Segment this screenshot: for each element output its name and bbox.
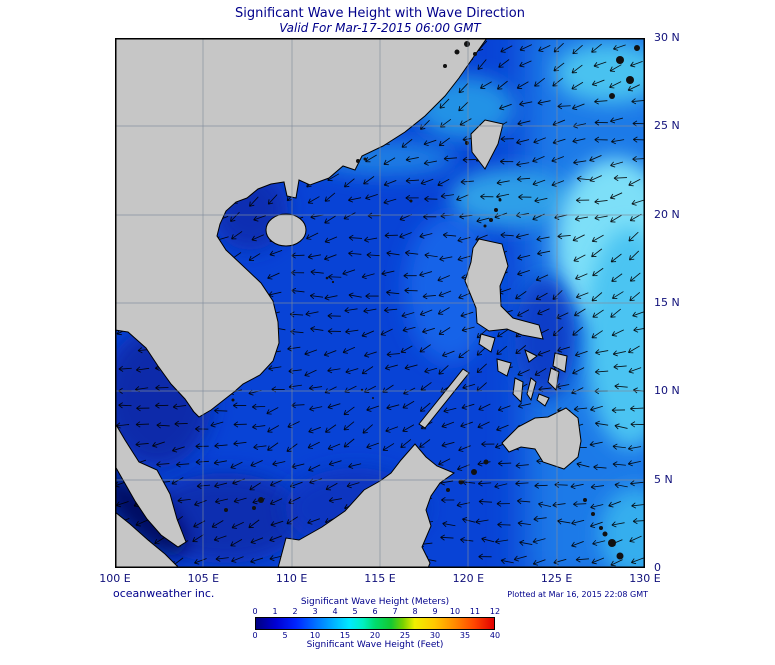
legend-tick-value: 6 (372, 607, 378, 616)
mindanao-island (501, 407, 582, 470)
lat-tick-label: 15 N (654, 295, 680, 309)
chart-title: Significant Wave Height with Wave Direct… (235, 6, 525, 21)
legend-tick-value: 10 (309, 631, 321, 640)
legend-tick-value: 2 (292, 607, 298, 616)
lon-tick-label: 100 E (99, 572, 131, 585)
malay-peninsula (115, 422, 187, 548)
grid-layer (115, 38, 645, 568)
lat-tick-label: 0 (654, 560, 661, 574)
lat-tick-label: 20 N (654, 207, 680, 221)
lon-tick-label: 130 E (629, 572, 661, 585)
legend-tick-value: 11 (469, 607, 481, 616)
lon-tick-label: 110 E (275, 572, 308, 585)
legend-tick-value: 20 (369, 631, 381, 640)
sumatra-island (115, 511, 180, 568)
land-layer (115, 38, 582, 568)
legend-tick-value: 7 (392, 607, 398, 616)
plotted-timestamp: Plotted at Mar 16, 2015 22:08 GMT (507, 590, 648, 599)
wave-map-svg (115, 38, 645, 568)
negros-island (512, 377, 524, 404)
legend-tick-value: 5 (282, 631, 288, 640)
lat-tick-label: 30 N (654, 31, 680, 44)
legend-tick-value: 25 (399, 631, 411, 640)
legend-feet-label: Significant Wave Height (Feet) (306, 640, 444, 650)
wave-height-colorbar (255, 617, 495, 630)
leyte-island (547, 367, 560, 392)
lat-tick-label: 25 N (654, 119, 680, 133)
chart-subtitle: Valid For Mar-17-2015 06:00 GMT (279, 21, 481, 35)
small-islands-layer (224, 41, 640, 560)
palawan-island (418, 368, 470, 429)
panay-island (496, 358, 512, 377)
legend-tick-value: 5 (352, 607, 358, 616)
hainan-island (265, 213, 307, 247)
mindoro-island (478, 333, 496, 353)
legend-tick-value: 0 (252, 607, 258, 616)
map-border (115, 38, 645, 568)
bohol-island (536, 393, 550, 407)
credit-text: oceanweather inc. (113, 587, 215, 600)
lon-tick-label: 105 E (187, 572, 220, 585)
map-frame (115, 38, 645, 568)
legend-tick-value: 10 (449, 607, 461, 616)
samar-island (552, 352, 568, 373)
lon-tick-label: 120 E (452, 572, 485, 585)
legend-tick-value: 4 (332, 607, 338, 616)
legend-tick-value: 3 (312, 607, 318, 616)
luzon-island (464, 238, 544, 340)
legend-feet-ticks: 0 5 10 15 20 25 30 35 40 (252, 631, 500, 640)
legend-tick-value: 8 (412, 607, 418, 616)
lon-tick-label: 115 E (364, 572, 396, 585)
legend-tick-value: 15 (339, 631, 351, 640)
lat-tick-label: 5 N (654, 472, 673, 486)
taiwan-island (470, 119, 504, 170)
masbate-island (524, 349, 538, 363)
legend-tick-value: 30 (429, 631, 441, 640)
lon-tick-label: 125 E (540, 572, 573, 585)
legend-tick-value: 12 (489, 607, 501, 616)
cebu-island (526, 377, 537, 402)
legend-tick-value: 0 (252, 631, 258, 640)
legend-tick-value: 1 (272, 607, 278, 616)
lat-tick-label: 10 N (654, 384, 680, 398)
legend-tick-value: 9 (432, 607, 438, 616)
asia-mainland (115, 38, 488, 418)
legend-meters-label: Significant Wave Height (Meters) (300, 597, 450, 607)
legend-meters-ticks: 0 1 2 3 4 5 6 7 8 9 10 11 12 (252, 607, 500, 616)
legend-tick-value: 35 (459, 631, 471, 640)
legend-tick-value: 40 (489, 631, 501, 640)
borneo-island (277, 443, 456, 568)
